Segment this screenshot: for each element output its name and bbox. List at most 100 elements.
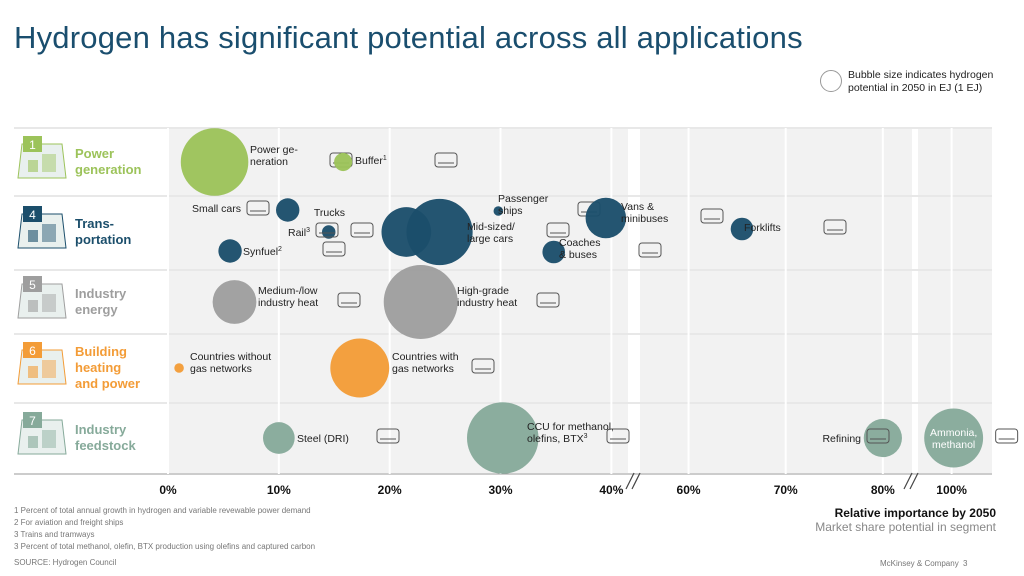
molecule-icon xyxy=(606,428,630,444)
pipeline-icon xyxy=(471,358,495,374)
bubble-label: Rail3 xyxy=(288,227,310,239)
row-band xyxy=(918,197,992,269)
bubble-label: gas networks xyxy=(392,363,454,375)
segment-number: 6 xyxy=(29,344,36,358)
bubble-label: minibuses xyxy=(621,213,668,225)
legend-text: Bubble size indicates hydrogen potential… xyxy=(848,69,994,94)
bus-icon xyxy=(638,242,662,258)
bubble-label: gas networks xyxy=(190,363,252,375)
factory-icon xyxy=(337,292,361,308)
bubble xyxy=(330,338,390,398)
bubble-label: neration xyxy=(250,156,288,168)
page-title: Hydrogen has significant potential acros… xyxy=(14,20,803,55)
axis-break-icon xyxy=(625,472,641,490)
bubble-label: Medium-/low xyxy=(258,285,318,297)
bubble-size-legend: Bubble size indicates hydrogen potential… xyxy=(820,67,1020,101)
bubble-label: High-grade xyxy=(457,285,509,297)
segment-label: and power xyxy=(75,376,140,391)
x-tick-label: 80% xyxy=(871,483,895,497)
bubble-label: Trucks xyxy=(314,207,345,219)
segment-number: 1 xyxy=(29,138,36,152)
plane-icon xyxy=(322,241,346,257)
bubble-label: large cars xyxy=(467,233,513,245)
segment-number-badge xyxy=(23,206,42,222)
van-icon xyxy=(700,208,724,224)
x-tick-label: 70% xyxy=(774,483,798,497)
footnote-1: 1 Percent of total annual growth in hydr… xyxy=(14,506,311,515)
footnote-3: 3 Trains and tramways xyxy=(14,530,95,539)
row-band xyxy=(918,271,992,333)
segment-icon xyxy=(17,412,67,455)
segment-icon xyxy=(17,276,67,319)
bubble xyxy=(334,152,353,172)
bubble xyxy=(174,363,184,373)
bubble-label: Steel (DRI) xyxy=(297,433,349,445)
segment-label: heating xyxy=(75,360,121,375)
bubble xyxy=(585,197,627,239)
bubble-label: industry heat xyxy=(457,297,517,309)
x-tick-label: 60% xyxy=(677,483,701,497)
bubble-label: Buffer1 xyxy=(355,155,387,167)
bubble xyxy=(276,198,300,222)
x-tick-label: 30% xyxy=(489,483,513,497)
bubble xyxy=(406,198,473,266)
large-car-icon xyxy=(546,222,570,238)
bubble-label: methanol xyxy=(932,439,975,451)
small-car-icon xyxy=(246,200,270,216)
bubble-label: Vans & xyxy=(621,201,654,213)
segment-number: 4 xyxy=(29,208,36,222)
bubble xyxy=(730,217,754,241)
bubble-label: Refining xyxy=(822,433,861,445)
row-band xyxy=(168,404,628,473)
segment-icon xyxy=(17,342,67,385)
x-tick-label: 40% xyxy=(599,483,623,497)
bubble-label: Mid-sized/ xyxy=(467,221,515,233)
footnote-4: 3 Percent of total methanol, olefin, BTX… xyxy=(14,542,316,551)
bubble xyxy=(263,422,295,454)
segment-number: 5 xyxy=(29,278,36,292)
row-band xyxy=(640,335,912,402)
x-tick-label: 0% xyxy=(159,483,177,497)
bubble-label: CCU for methanol, xyxy=(527,421,614,433)
bubble-label: ships xyxy=(498,205,523,217)
x-tick-label: 20% xyxy=(378,483,402,497)
bubble-label: & buses xyxy=(559,249,597,261)
bubble xyxy=(542,240,566,264)
bubble-label: Countries without xyxy=(190,351,271,363)
segment-number-badge xyxy=(23,342,42,358)
x-tick-label: 10% xyxy=(267,483,291,497)
row-band xyxy=(640,197,912,269)
legend-circle-icon xyxy=(820,70,842,92)
bubble xyxy=(863,418,902,458)
segment-number: 7 xyxy=(29,414,36,428)
row-band xyxy=(918,129,992,195)
bubble-label: Synfuel2 xyxy=(243,246,282,258)
bubble xyxy=(467,402,539,474)
row-band xyxy=(168,335,628,402)
row-band xyxy=(640,271,912,333)
x-axis-title: Relative importance by 2050 xyxy=(834,506,996,520)
bubble xyxy=(218,239,242,263)
segment-number-badge xyxy=(23,136,42,152)
company-name: McKinsey & Company xyxy=(880,559,959,568)
segment-label: feedstock xyxy=(75,438,136,453)
segment-label: Power xyxy=(75,146,114,161)
refinery-icon xyxy=(866,428,890,444)
bubble xyxy=(924,408,984,468)
x-axis-subtitle: Market share potential in segment xyxy=(815,520,996,534)
forklift-icon xyxy=(823,219,847,235)
truck-icon xyxy=(350,222,374,238)
factory-icon xyxy=(536,292,560,308)
bubble-label: Power ge- xyxy=(250,144,298,156)
bubble xyxy=(493,206,504,216)
bubble xyxy=(321,225,336,239)
footnote-2: 2 For aviation and freight ships xyxy=(14,518,124,527)
axis-break-icon xyxy=(903,472,919,490)
bubble-label: Passenger xyxy=(498,193,549,205)
row-band xyxy=(918,335,992,402)
bubble xyxy=(180,128,249,196)
segment-label: Trans- xyxy=(75,216,114,231)
train-icon xyxy=(315,222,339,238)
flask-icon xyxy=(995,428,1019,444)
page-number: 3 xyxy=(963,559,968,568)
